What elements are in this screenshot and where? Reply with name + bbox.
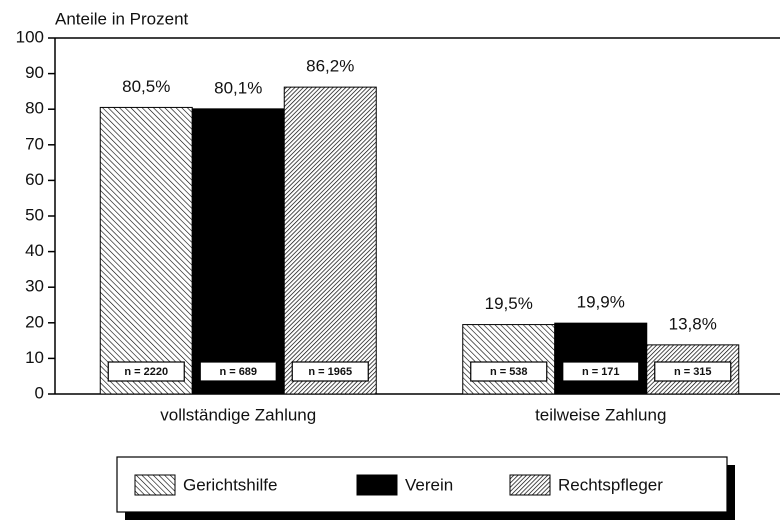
legend-label: Verein [405, 475, 453, 494]
legend-label: Gerichtshilfe [183, 475, 277, 494]
n-label-box [654, 361, 732, 382]
y-tick-label: 10 [25, 348, 44, 367]
value-label: 19,5% [485, 294, 533, 313]
legend-label: Rechtspfleger [558, 475, 663, 494]
n-label: n = 2220 [124, 366, 168, 378]
y-tick-label: 50 [25, 205, 44, 224]
bar [554, 322, 648, 395]
y-tick-label: 40 [25, 241, 44, 260]
y-tick-label: 90 [25, 63, 44, 82]
value-label: 80,1% [214, 78, 262, 97]
legend-box [116, 456, 728, 513]
legend-swatch [134, 474, 176, 496]
x-tick-label: teilweise Zahlung [535, 405, 666, 424]
y-tick-label: 80 [25, 99, 44, 118]
y-axis-label: Anteile in Prozent [55, 9, 189, 28]
n-label: n = 1965 [308, 366, 352, 378]
n-label-box [291, 361, 369, 382]
bar [462, 324, 556, 395]
n-label: n = 538 [490, 366, 528, 378]
x-tick-label: vollständige Zahlung [160, 405, 316, 424]
legend-swatch [509, 474, 551, 496]
n-label-box [107, 361, 185, 382]
value-label: 19,9% [577, 293, 625, 312]
y-tick-label: 100 [16, 27, 44, 46]
n-label-box [199, 361, 277, 382]
value-label: 13,8% [669, 314, 717, 333]
n-label: n = 171 [582, 366, 620, 378]
legend-swatch [356, 474, 398, 496]
y-tick-label: 30 [25, 277, 44, 296]
n-label: n = 315 [674, 366, 712, 378]
y-tick-label: 20 [25, 312, 44, 331]
n-label: n = 689 [219, 366, 257, 378]
bar [283, 86, 377, 395]
y-tick-label: 0 [35, 383, 44, 402]
n-label-box [470, 361, 548, 382]
value-label: 86,2% [306, 57, 354, 76]
n-label-box [562, 361, 640, 382]
bar [99, 106, 193, 395]
bar [191, 108, 285, 395]
y-tick-label: 60 [25, 170, 44, 189]
y-tick-label: 70 [25, 134, 44, 153]
value-label: 80,5% [122, 77, 170, 96]
